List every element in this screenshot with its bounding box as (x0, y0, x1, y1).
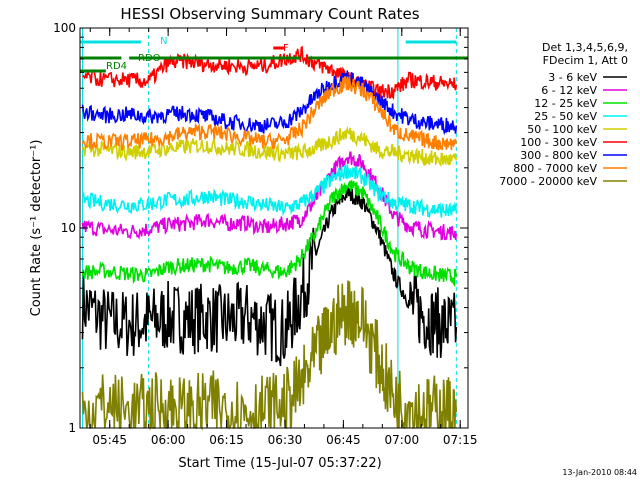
legend-label-7: 800 - 7000 keV (513, 162, 597, 175)
series-line-6 (81, 70, 458, 136)
x-tick-label: 06:30 (268, 433, 303, 447)
y-tick-label: 10 (61, 221, 76, 235)
x-tick-label: 07:15 (443, 433, 478, 447)
series-line-0 (81, 186, 458, 367)
legend-label-4: 50 - 100 keV (527, 123, 597, 136)
flag-label-n: N (160, 36, 167, 47)
y-axis-label: Count Rate (s⁻¹ detector⁻¹) (29, 140, 44, 317)
x-tick-label: 07:00 (385, 433, 420, 447)
legend-label-8: 7000 - 20000 keV (499, 175, 597, 188)
series-line-8 (81, 280, 458, 431)
flag-label-f: F (283, 43, 289, 54)
legend: Det 1,3,4,5,6,9, FDecim 1, Att 0 3 - 6 k… (499, 41, 628, 188)
y-tick-label: 100 (53, 21, 76, 35)
legend-label-1: 6 - 12 keV (541, 84, 597, 97)
flag-label-rdo: RDO (138, 53, 161, 64)
series-line-4 (81, 125, 458, 168)
legend-label-3: 25 - 50 keV (534, 110, 597, 123)
x-axis-label: Start Time (15-Jul-07 05:37:22) (178, 456, 381, 471)
y-tick-label: 1 (68, 421, 76, 435)
legend-header-line-1: Det 1,3,4,5,6,9, (542, 41, 628, 54)
series-line-7 (81, 76, 458, 152)
series-line-2 (81, 180, 458, 288)
flag-label-rd4: RD4 (106, 61, 127, 72)
x-tick-label: 05:45 (92, 433, 127, 447)
chart-title: HESSI Observing Summary Count Rates (120, 5, 419, 23)
series-line-3 (82, 164, 458, 219)
x-tick-label: 06:45 (326, 433, 361, 447)
plot-area: N RDO RD4 F 05:45 06:00 06:15 06:30 06:45 07:00 07… (53, 21, 477, 447)
legend-header-line-2: FDecim 1, Att 0 (543, 54, 628, 67)
x-tick-label: 06:00 (151, 433, 186, 447)
legend-label-0: 3 - 6 keV (548, 71, 597, 84)
legend-label-2: 12 - 25 keV (534, 97, 597, 110)
footer-timestamp: 13-Jan-2010 08:44 (562, 468, 637, 477)
series-line-1 (81, 151, 458, 241)
legend-label-6: 300 - 800 keV (520, 149, 597, 162)
x-tick-label: 06:15 (209, 433, 244, 447)
legend-label-5: 100 - 300 keV (520, 136, 597, 149)
